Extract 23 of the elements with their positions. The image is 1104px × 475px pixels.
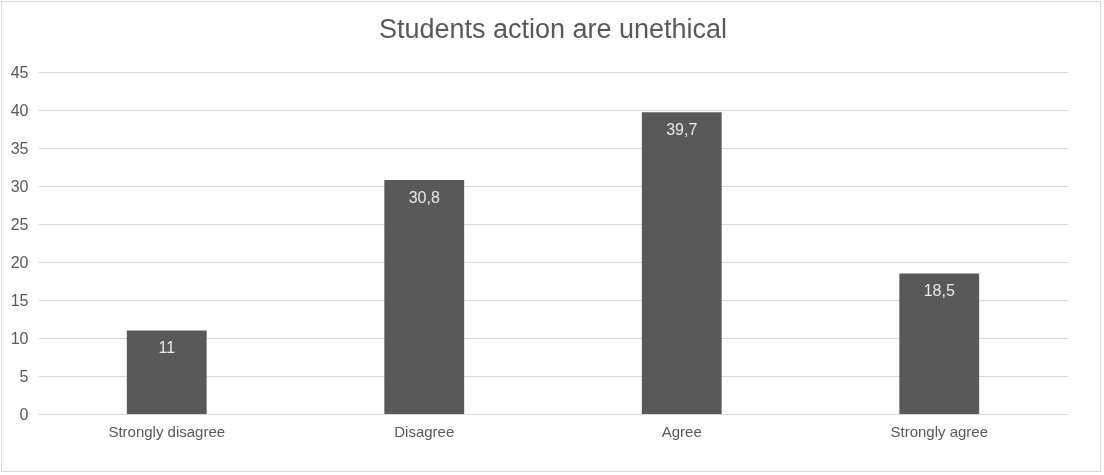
y-tick-label: 10 xyxy=(10,329,29,347)
y-tick-label: 5 xyxy=(19,367,29,385)
data-label: 18,5 xyxy=(923,282,955,300)
x-tick-label: Strongly disagree xyxy=(108,422,226,440)
y-tick-label: 35 xyxy=(10,139,29,157)
bar xyxy=(899,273,980,414)
y-tick-label: 0 xyxy=(19,405,29,423)
x-tick-label: Strongly agree xyxy=(890,422,989,440)
x-tick-label: Agree xyxy=(661,422,702,440)
y-tick-label: 30 xyxy=(10,177,29,195)
x-tick-label: Disagree xyxy=(394,422,455,440)
y-tick-label: 20 xyxy=(10,253,29,271)
y-tick-label: 45 xyxy=(10,63,29,81)
bar xyxy=(641,112,722,414)
y-tick-label: 40 xyxy=(10,101,29,119)
bar xyxy=(126,330,207,414)
data-label: 11 xyxy=(158,339,176,357)
bar xyxy=(384,179,465,414)
y-tick-label: 15 xyxy=(10,291,29,309)
data-label: 39,7 xyxy=(666,121,698,139)
chart-title: Students action are unethical xyxy=(378,14,728,44)
data-label: 30,8 xyxy=(408,188,440,206)
y-tick-label: 25 xyxy=(10,215,29,233)
